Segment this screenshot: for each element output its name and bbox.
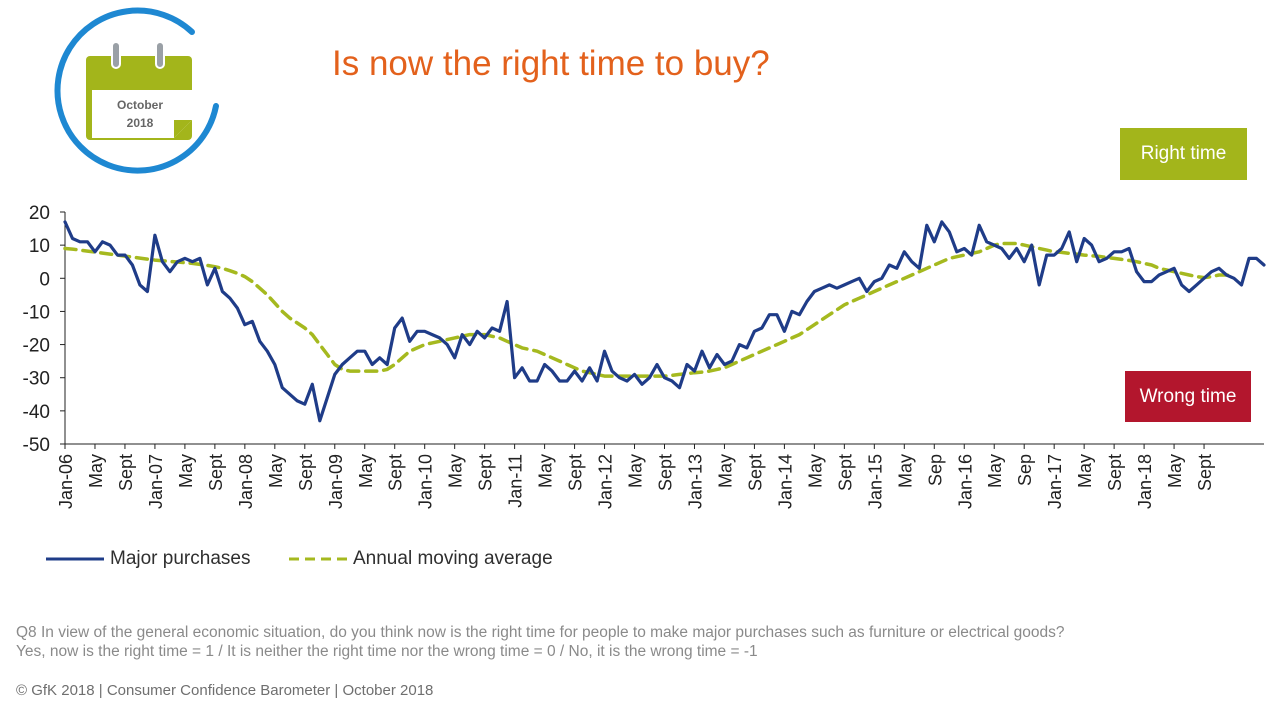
x-tick-label: Sept [206, 454, 226, 491]
scale-note: Yes, now is the right time = 1 / It is n… [16, 643, 758, 660]
y-tick-label: -50 [23, 435, 50, 456]
x-tick-label: Jan-08 [236, 454, 256, 509]
x-tick-label: May [805, 454, 825, 488]
x-tick-label: Sept [386, 454, 406, 491]
right-time-label: Right time [1120, 128, 1247, 180]
x-tick-label: Sept [476, 454, 496, 491]
wrong-time-label: Wrong time [1125, 371, 1251, 422]
x-tick-label: May [86, 454, 106, 488]
legend-label-major-purchases: Major purchases [110, 548, 251, 569]
legend-item-major-purchases: Major purchases [44, 546, 250, 572]
x-tick-label: Jan-14 [775, 454, 795, 509]
x-tick-label: Sep [1015, 454, 1035, 486]
x-tick-label: Sept [296, 454, 316, 491]
question-note: Q8 In view of the general economic situa… [16, 624, 1065, 641]
x-tick-label: May [626, 454, 646, 488]
x-tick-label: Jan-07 [146, 454, 166, 509]
x-tick-label: Jan-18 [1135, 454, 1155, 509]
x-tick-label: May [536, 454, 556, 488]
badge-month: October [117, 98, 163, 112]
wrong-time-text: Wrong time [1139, 385, 1237, 407]
line-chart: 20 10 0 -10 -20 -30 -40 -50 Jan-06 May Sept Jan-07 M… [23, 203, 1266, 509]
y-tick-label: 0 [39, 269, 50, 290]
y-tick-label: -30 [23, 369, 50, 390]
y-tick-label: -20 [23, 336, 50, 357]
calendar-icon: October 2018 [54, 7, 219, 174]
x-tick-label: Sept [745, 454, 765, 491]
x-tick-label: Jan-17 [1045, 454, 1065, 509]
y-tick-label: 20 [29, 203, 50, 224]
y-tick-label: -40 [23, 402, 50, 423]
x-tick-label: May [715, 454, 735, 488]
right-time-text: Right time [1140, 143, 1227, 164]
x-tick-label: May [895, 454, 915, 488]
x-tick-label: May [446, 454, 466, 488]
chart-title: Is now the right time to buy? [332, 44, 770, 83]
x-tick-label: Jan-16 [955, 454, 975, 509]
x-tick-label: Sept [1105, 454, 1125, 491]
x-tick-label: May [1165, 454, 1185, 488]
legend-swatch-dashed [289, 557, 347, 561]
x-tick-label: May [266, 454, 286, 488]
series-line-annual-moving-average [63, 241, 1236, 378]
x-tick-label: Sep [925, 454, 945, 486]
x-tick-label: Jan-12 [596, 454, 616, 509]
x-tick-label: Sept [1195, 454, 1215, 491]
y-tick-label: 10 [29, 236, 50, 257]
y-tick-label: -10 [23, 302, 50, 323]
x-tick-label: Jan-11 [506, 454, 526, 508]
x-tick-label: May [356, 454, 376, 488]
x-tick-label: Sept [656, 454, 676, 491]
legend-swatch-solid [46, 557, 104, 561]
x-tick-label: May [985, 454, 1005, 488]
footer-copyright: © GfK 2018 | Consumer Confidence Baromet… [16, 682, 434, 699]
calendar-badge: October 2018 [52, 6, 224, 178]
x-tick-label: Sept [116, 454, 136, 491]
x-tick-label: Jan-15 [865, 454, 885, 509]
x-tick-label: Jan-09 [326, 454, 346, 509]
x-tick-label: May [1075, 454, 1095, 488]
x-tick-label: Sept [835, 454, 855, 491]
x-tick-label: Sept [566, 454, 586, 491]
x-tick-label: Jan-06 [56, 454, 76, 509]
legend-item-annual-moving-average: Annual moving average [287, 546, 553, 572]
series-line-major-purchases [63, 220, 1266, 423]
legend-label-annual-moving-average: Annual moving average [353, 548, 553, 569]
x-tick-label: Jan-10 [416, 454, 436, 509]
x-tick-label: Jan-13 [685, 454, 705, 509]
badge-year: 2018 [127, 116, 154, 130]
x-tick-label: May [176, 454, 196, 488]
